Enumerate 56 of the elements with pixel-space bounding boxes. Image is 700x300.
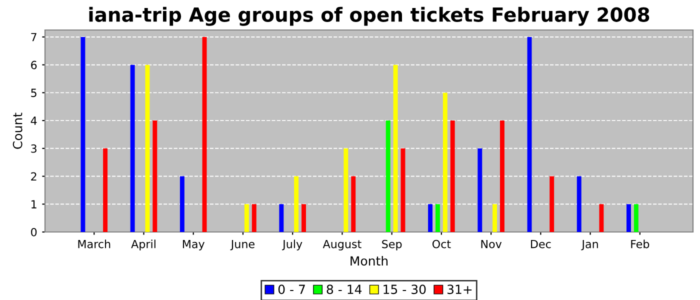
legend-label: 15 - 30 bbox=[384, 284, 426, 294]
bar bbox=[500, 120, 504, 232]
bar bbox=[294, 176, 299, 232]
bar bbox=[103, 148, 108, 232]
x-tick-label: July bbox=[282, 240, 302, 250]
legend-label: 8 - 14 bbox=[326, 284, 362, 294]
bar bbox=[180, 176, 184, 232]
y-tick-label: 6 bbox=[31, 60, 37, 70]
bar bbox=[428, 204, 433, 232]
chart-title: iana-trip Age groups of open tickets February 2008 bbox=[89, 6, 650, 26]
x-tick-label: Dec bbox=[531, 240, 551, 248]
legend-label: 31+ bbox=[447, 284, 472, 294]
bar bbox=[152, 120, 158, 232]
bar bbox=[626, 204, 631, 232]
y-axis-title: Count bbox=[12, 112, 22, 149]
bar bbox=[302, 204, 306, 232]
bar bbox=[492, 204, 498, 232]
x-tick-label: Jan bbox=[581, 240, 598, 250]
bar bbox=[252, 204, 256, 232]
bar bbox=[344, 148, 348, 232]
x-axis-title: Month bbox=[350, 256, 388, 266]
bar bbox=[550, 176, 554, 232]
y-tick-label: 4 bbox=[30, 116, 37, 125]
x-tick-label: Oct bbox=[432, 240, 451, 248]
bar bbox=[130, 64, 135, 232]
x-tick-label: May bbox=[182, 240, 205, 250]
bar bbox=[599, 204, 604, 232]
x-tick-label: Sep bbox=[382, 240, 402, 250]
y-tick-label: 1 bbox=[32, 200, 36, 208]
x-tick-label: April bbox=[131, 240, 156, 250]
bar bbox=[527, 36, 532, 232]
x-tick-label: June bbox=[230, 240, 254, 250]
bar bbox=[386, 120, 390, 232]
bar bbox=[351, 176, 356, 232]
x-tick-label: March bbox=[78, 240, 110, 248]
bar bbox=[145, 64, 150, 232]
bar bbox=[244, 204, 249, 232]
bar bbox=[393, 64, 398, 232]
y-tick-label: 0 bbox=[31, 228, 37, 236]
legend-label: 0 - 7 bbox=[278, 284, 305, 294]
x-tick-label: Nov bbox=[481, 240, 502, 248]
y-tick-label: 3 bbox=[31, 144, 36, 153]
bar bbox=[279, 204, 284, 232]
bar bbox=[450, 120, 455, 232]
bar bbox=[202, 36, 207, 232]
bar bbox=[442, 92, 448, 232]
bar bbox=[435, 204, 440, 232]
y-tick-label: 5 bbox=[31, 88, 36, 98]
y-tick-label: 2 bbox=[31, 172, 36, 180]
y-tick-label: 7 bbox=[31, 33, 36, 42]
bar bbox=[634, 204, 638, 232]
bar bbox=[80, 36, 86, 232]
x-tick-label: Feb bbox=[631, 240, 650, 248]
bar bbox=[576, 176, 582, 232]
x-tick-label: August bbox=[322, 240, 362, 250]
bar bbox=[478, 148, 482, 232]
